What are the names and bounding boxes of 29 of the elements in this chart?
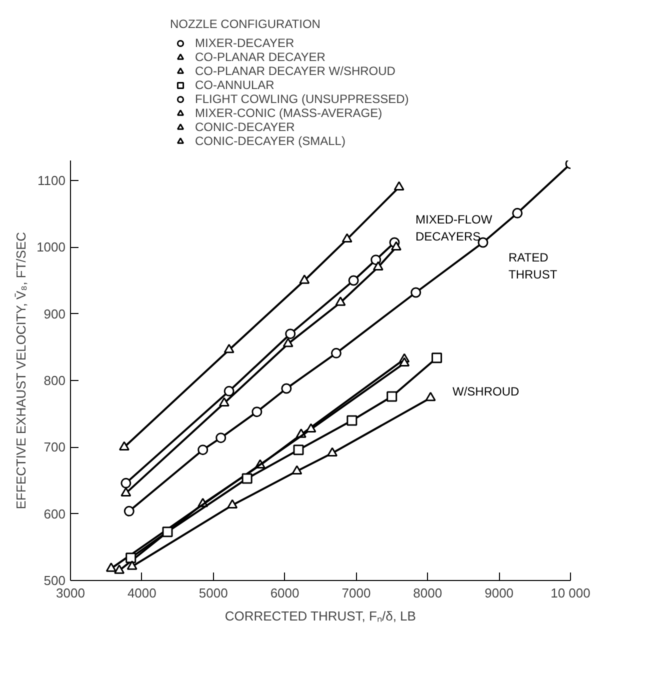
y-tick-label: 700 xyxy=(44,440,66,455)
annotation: RATED THRUST xyxy=(508,250,558,282)
legend-label: MIXER-CONIC (MASS-AVERAGE) xyxy=(195,106,382,120)
legend-title: NOZZLE CONFIGURATION xyxy=(170,17,322,31)
x-tick-label: 8000 xyxy=(413,586,442,600)
legend-label: MIXER-DECAYER xyxy=(195,36,294,50)
legend-label: CO-PLANAR DECAYER W/SHROUD xyxy=(195,64,396,78)
x-axis-title: CORRECTED THRUST, Fₙ/δ, LB xyxy=(224,608,416,624)
legend-label: CONIC-DECAYER xyxy=(195,120,295,134)
x-tick-label: 6000 xyxy=(270,586,300,600)
x-tick-label: 3000 xyxy=(56,586,85,600)
annotation: MIXED-FLOW DECAYERS xyxy=(416,212,493,244)
y-tick-label: 900 xyxy=(44,306,66,322)
legend-label: CO-ANNULAR xyxy=(195,78,274,92)
y-tick-label: 500 xyxy=(44,573,66,588)
y-axis-title: EFFECTIVE EXHAUST VELOCITY, V̄₈, FT/SEC xyxy=(14,232,29,510)
x-tick-label: 10 000 xyxy=(550,586,590,600)
y-tick-label: 800 xyxy=(44,373,66,388)
legend-label: FLIGHT COWLING (UNSUPPRESSED) xyxy=(195,92,409,106)
legend-label: CONIC-DECAYER (SMALL) xyxy=(195,134,346,148)
x-tick-label: 7000 xyxy=(342,586,371,600)
x-tick-label: 9000 xyxy=(484,586,514,600)
y-tick-label: 1100 xyxy=(38,173,66,188)
annotation: W/SHROUD xyxy=(452,384,520,398)
legend-label: CO-PLANAR DECAYER xyxy=(195,50,326,64)
x-tick-label: 4000 xyxy=(127,586,156,600)
y-tick-label: 600 xyxy=(44,506,66,522)
x-tick-label: 5000 xyxy=(198,586,228,600)
y-tick-label: 1000 xyxy=(36,240,66,255)
